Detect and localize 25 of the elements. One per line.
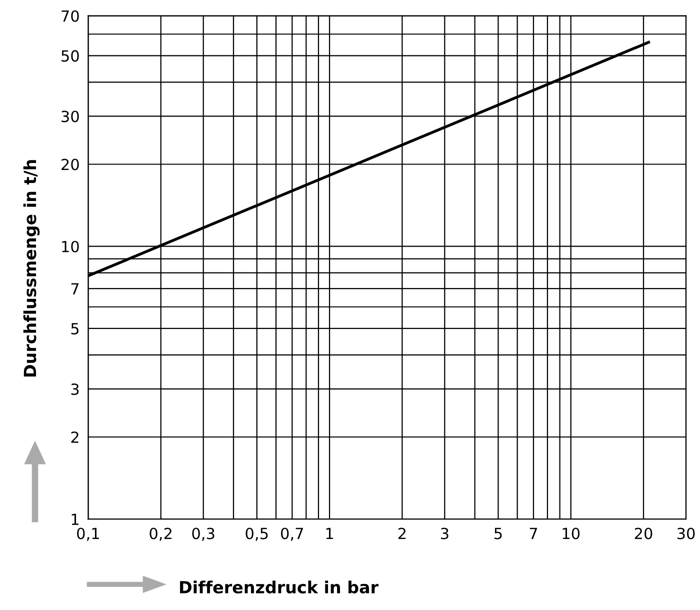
x-tick-label: 0,5 [246, 528, 268, 541]
y-tick-label: 70 [62, 10, 79, 22]
y-tick-label: 7 [71, 283, 79, 294]
x-tick-label: 10 [562, 528, 580, 540]
y-axis-title: Durchflussmenge in t/h [23, 160, 40, 376]
x-axis-title: Differenzdruck in bar [180, 580, 378, 594]
x-tick-label: 1 [326, 528, 333, 540]
y-tick-label: 10 [62, 240, 79, 252]
y-tick-label: 2 [71, 431, 78, 443]
x-tick-label: 0,1 [77, 528, 99, 541]
x-tick-label: 3 [440, 528, 448, 540]
y-tick-label: 20 [62, 158, 79, 170]
x-tick-label: 2 [398, 528, 406, 540]
y-tick-label: 50 [62, 50, 79, 62]
x-tick-label: 20 [634, 528, 652, 540]
y-tick-label: 30 [62, 110, 79, 122]
x-tick-label: 0,7 [281, 528, 303, 541]
x-tick-label: 7 [530, 528, 538, 540]
y-tick-label: 5 [71, 323, 79, 334]
x-tick-label: 30 [677, 528, 695, 540]
x-tick-label: 0,2 [150, 528, 172, 541]
x-tick-label: 5 [494, 528, 502, 540]
y-tick-label: 1 [72, 514, 78, 525]
y-tick-label: 3 [71, 383, 79, 395]
x-tick-label: 0,3 [192, 528, 214, 541]
